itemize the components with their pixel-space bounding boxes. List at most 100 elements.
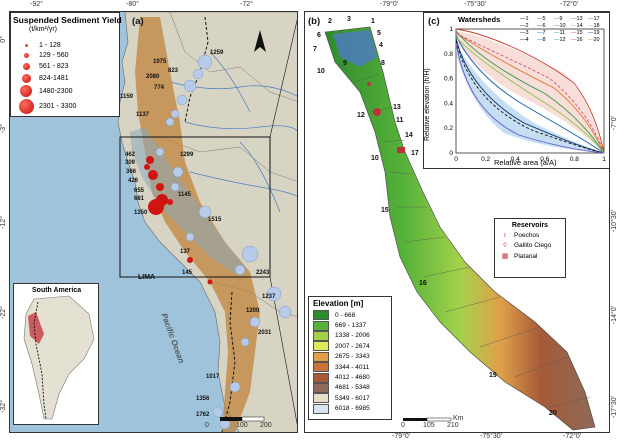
north-arrow — [254, 30, 266, 52]
elevation-class-label: 2675 - 3343 — [335, 353, 370, 361]
y-tick-label: 0.4 — [444, 100, 453, 107]
watershed-legend-item: —14 — [571, 23, 583, 29]
sediment-class-label: 1 - 128 — [39, 42, 61, 49]
reservoir-icon: ◊ — [503, 242, 507, 249]
sediment-class-row: 561 - 823 — [13, 63, 69, 70]
sediment-dot-icon — [20, 85, 32, 97]
elevation-class-row: 2007 - 2674 — [313, 341, 391, 352]
elevation-class-row: 5349 - 6017 — [313, 393, 391, 404]
reservoir-icon: ı — [504, 232, 506, 239]
station-value: 137 — [180, 249, 191, 255]
coord-label: -10°30' — [611, 210, 618, 233]
station-point — [172, 166, 184, 178]
zoom-line — [269, 19, 297, 138]
x-axis-label: Relative area (a/A) — [494, 158, 557, 167]
station-point — [198, 205, 212, 219]
watershed-legend-item: —15 — [571, 30, 583, 36]
watershed-id: 20 — [549, 410, 557, 417]
y-tick-label: 0 — [449, 150, 453, 157]
station-points — [155, 54, 292, 430]
sediment-dot-icon — [22, 63, 30, 70]
y-tick-label: 0.6 — [444, 76, 453, 83]
x-tick-label: 0.8 — [570, 156, 579, 163]
station-point — [170, 182, 180, 192]
sediment-legend-unit: (t/km²/yr) — [29, 26, 57, 33]
envelope-lower — [456, 43, 604, 153]
elevation-class-row: 0 - 668 — [313, 310, 391, 321]
station-value: 1299 — [180, 152, 194, 158]
station-point — [212, 406, 224, 418]
sediment-class-row: 2301 - 3300 — [13, 99, 76, 114]
coord-label: -32° — [0, 400, 7, 413]
zoom-line — [269, 276, 297, 425]
x-tick-label: 1 — [602, 156, 606, 163]
elevation-class-label: 5349 - 6017 — [335, 394, 370, 402]
watershed-id: 12 — [357, 112, 365, 119]
elevation-swatch — [313, 341, 329, 352]
watershed-legend-item: —10 — [554, 23, 566, 29]
elevation-class-label: 4012 - 4680 — [335, 374, 370, 382]
station-value: 1975 — [153, 59, 167, 65]
station-point — [234, 264, 246, 276]
station-value: 1017 — [206, 374, 220, 380]
station-point — [278, 305, 292, 319]
dashed-divide — [221, 291, 236, 432]
sediment-point — [144, 164, 150, 170]
station-value: 2031 — [258, 330, 272, 336]
station-value: 823 — [168, 68, 179, 74]
y-axis-label: Relative elevation (h/H) — [424, 68, 431, 141]
station-value: 681 — [134, 196, 145, 202]
sediment-class-label: 2301 - 3300 — [39, 103, 77, 110]
elevation-class-row: 4012 - 4680 — [313, 372, 391, 383]
scale-label: 0 — [205, 422, 209, 429]
elevation-swatch — [313, 362, 329, 373]
coord-label: -17°30' — [611, 396, 618, 419]
elevation-class-row: 6018 - 6985 — [313, 403, 391, 414]
station-point — [183, 79, 197, 93]
watershed-legend-item: —4 — [520, 37, 529, 43]
watershed-id: 6 — [317, 32, 321, 39]
panel-a-label: (a) — [132, 16, 144, 27]
station-value: 145 — [182, 270, 193, 276]
watershed-legend-item: —13 — [571, 16, 583, 22]
station-value: 2243 — [256, 270, 270, 276]
scale-label: 100 — [236, 422, 248, 429]
coord-label: -75°30' — [480, 433, 503, 440]
elevation-swatch — [313, 330, 329, 341]
sediment-dot-icon — [23, 53, 29, 58]
watershed-id: 8 — [381, 60, 385, 67]
station-value: 1137 — [136, 112, 150, 118]
station-value: 462 — [125, 152, 136, 158]
elevation-legend-title: Elevation [m] — [313, 299, 364, 308]
elevation-swatch — [313, 382, 329, 393]
sediment-class-row: 129 - 560 — [13, 52, 69, 59]
zoom-box — [119, 136, 271, 278]
watershed-legend-item: —16 — [571, 37, 583, 43]
scale-bar — [403, 418, 427, 421]
hypsometric-svg: 0 0.2 0.4 0.6 0.8 1 0 0.2 0.4 0.6 0.8 1 — [444, 26, 606, 163]
coord-label: -72°0' — [563, 433, 582, 440]
hypsometric-curves — [455, 28, 605, 154]
scale-label: Km — [453, 415, 464, 422]
sediment-legend: Suspended Sediment Yield (t/km²/yr) 1 - … — [10, 12, 122, 117]
coord-label: -3° — [0, 124, 7, 134]
x-tick-label: 0.2 — [481, 156, 490, 163]
coord-label: -72°0' — [560, 1, 579, 8]
station-point — [185, 232, 195, 242]
station-point — [241, 245, 259, 263]
elevation-class-label: 0 - 668 — [335, 311, 356, 319]
coord-label: -80° — [126, 1, 139, 8]
watershed-id: 10 — [371, 155, 379, 162]
sediment-points — [144, 156, 213, 285]
station-value: 1200 — [246, 308, 260, 314]
sediment-point — [146, 156, 154, 164]
elevation-swatch — [313, 393, 329, 404]
sediment-point — [167, 199, 173, 205]
reservoir-label: Gallito Ciego — [514, 242, 552, 249]
sediment-point — [156, 183, 164, 191]
watersheds-legend: —1 —5 —9 —13 —17 —2 —6 —10 —14 —18 —3 —7 —11 —15 —19 —4… — [520, 16, 608, 44]
elevation-class-row: 3344 - 4011 — [313, 362, 391, 373]
watershed-id: 16 — [419, 280, 427, 287]
elevation-swatch — [313, 403, 329, 414]
watershed-id: 14 — [405, 132, 413, 139]
